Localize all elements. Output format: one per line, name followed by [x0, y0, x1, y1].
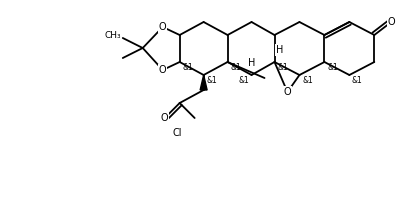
Text: &1: &1: [302, 75, 313, 85]
Text: &1: &1: [277, 63, 288, 71]
Text: &1: &1: [352, 75, 363, 85]
Text: &1: &1: [327, 63, 338, 71]
Text: &1: &1: [230, 63, 241, 71]
Text: O: O: [159, 65, 167, 75]
Text: &1: &1: [182, 63, 193, 71]
Polygon shape: [200, 75, 207, 90]
Text: H: H: [276, 45, 283, 55]
Text: Cl: Cl: [173, 128, 183, 138]
Text: &1: &1: [206, 75, 217, 85]
Text: O: O: [284, 87, 291, 97]
Text: CH₃: CH₃: [105, 30, 121, 39]
Text: &1: &1: [238, 75, 249, 85]
Text: H: H: [248, 58, 255, 68]
Text: O: O: [159, 22, 167, 32]
Text: O: O: [387, 17, 395, 27]
Text: O: O: [161, 113, 169, 123]
